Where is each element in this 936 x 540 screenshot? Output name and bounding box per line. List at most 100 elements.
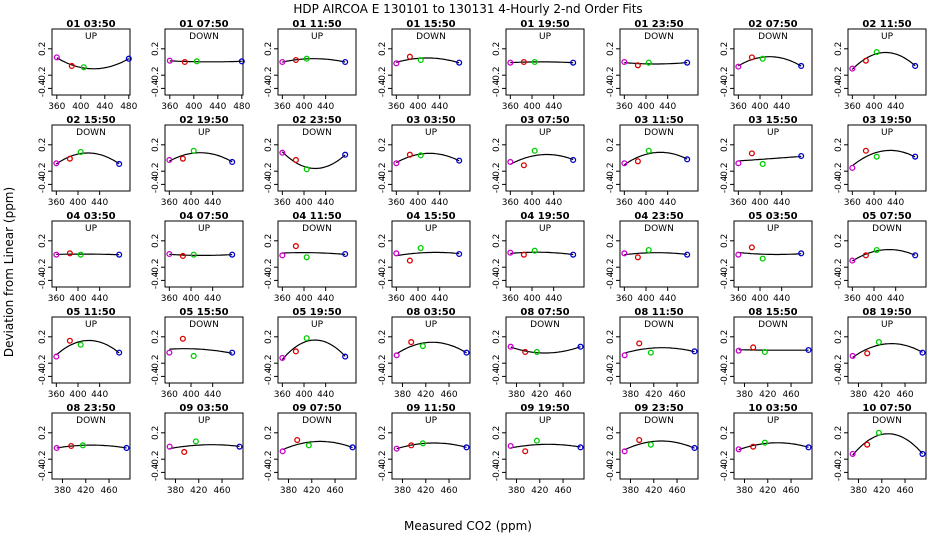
direction-label: UP xyxy=(198,128,211,138)
data-point xyxy=(393,60,400,67)
fit-curve xyxy=(738,349,809,351)
y-tick-label: -0.4 xyxy=(720,79,730,97)
data-point xyxy=(531,247,538,254)
data-point xyxy=(849,450,856,457)
data-point xyxy=(750,443,757,450)
x-tick-label: 400 xyxy=(182,294,199,304)
data-point xyxy=(748,150,755,157)
direction-label: UP xyxy=(85,320,98,330)
data-point xyxy=(393,250,400,257)
x-tick-label: 360 xyxy=(502,102,519,112)
data-point xyxy=(862,147,869,154)
x-tick-label: 400 xyxy=(751,102,768,112)
panel: 08 11:50 DOWN 0.2 -0.2-0.4 380 420 460 xyxy=(606,307,699,400)
data-point xyxy=(417,56,424,64)
y-axis-label: Deviation from Linear (ppm) xyxy=(2,187,16,357)
data-point xyxy=(577,343,584,350)
y-tick-label: -0.4 xyxy=(720,463,730,481)
y-tick-label: 0.2 xyxy=(264,330,274,344)
data-point xyxy=(864,441,871,448)
x-tick-label: 360 xyxy=(730,198,747,208)
y-tick-label: -0.2 xyxy=(492,162,502,180)
y-tick-label: -0.2 xyxy=(492,258,502,276)
x-tick-label: 400 xyxy=(751,198,768,208)
y-tick-label: -0.2 xyxy=(378,162,388,180)
y-tick-label: -0.4 xyxy=(378,175,388,193)
x-tick-label: 380 xyxy=(736,390,753,400)
data-point xyxy=(303,254,310,261)
x-tick-label: 440 xyxy=(91,390,108,400)
x-tick-label: 440 xyxy=(887,294,904,304)
fit-curve xyxy=(624,252,688,256)
data-point xyxy=(761,439,768,446)
y-tick-label: 0.2 xyxy=(492,42,502,56)
data-point xyxy=(116,160,123,167)
panel-title: 08 03:50 xyxy=(406,307,455,318)
x-tick-label: 460 xyxy=(896,390,913,400)
data-point xyxy=(533,348,540,356)
data-point xyxy=(520,251,527,258)
y-tick-label: 0.2 xyxy=(606,234,616,248)
x-tick-label: 400 xyxy=(409,294,426,304)
x-tick-label: 440 xyxy=(773,198,790,208)
x-tick-label: 400 xyxy=(409,102,426,112)
y-tick-label: -0.4 xyxy=(264,367,274,385)
data-point xyxy=(229,158,236,166)
direction-label: UP xyxy=(767,224,780,234)
data-point xyxy=(875,339,882,346)
panel-frame xyxy=(51,412,131,480)
y-tick-label: -0.2 xyxy=(38,66,48,84)
panel-frame xyxy=(505,124,585,192)
fit-curve xyxy=(396,251,460,257)
panel-frame xyxy=(619,316,699,384)
data-point xyxy=(634,62,641,69)
x-tick-label: 360 xyxy=(388,294,405,304)
direction-label: DOWN xyxy=(189,320,219,330)
y-tick-label: -0.4 xyxy=(834,79,844,97)
data-point xyxy=(166,349,173,356)
data-point xyxy=(77,149,84,156)
data-point xyxy=(735,347,742,354)
panel-frame xyxy=(277,220,357,288)
x-tick-label: 440 xyxy=(91,198,108,208)
y-tick-label: 0.2 xyxy=(151,138,161,152)
panel-frame xyxy=(164,220,244,288)
y-tick-label: -0.4 xyxy=(264,79,274,97)
x-tick-label: 420 xyxy=(759,390,776,400)
direction-label: DOWN xyxy=(302,128,332,138)
y-tick-label: -0.2 xyxy=(492,450,502,468)
x-tick-label: 400 xyxy=(72,102,89,112)
fit-curve xyxy=(738,56,802,67)
data-point xyxy=(759,255,766,262)
x-tick-label: 380 xyxy=(280,486,297,496)
x-tick-label: 420 xyxy=(303,486,320,496)
data-point xyxy=(750,344,757,351)
direction-label: UP xyxy=(198,224,211,234)
panel-frame xyxy=(505,412,585,480)
figure-title: HDP AIRCOA E 130101 to 130131 4-Hourly 2… xyxy=(293,2,642,16)
data-point xyxy=(862,252,869,259)
data-point xyxy=(393,160,400,167)
panel-title: 04 15:50 xyxy=(406,211,455,222)
fit-curve xyxy=(624,440,695,451)
y-tick-label: -0.2 xyxy=(38,258,48,276)
y-tick-label: -0.4 xyxy=(378,79,388,97)
panel-frame xyxy=(505,28,585,96)
y-tick-label: 0.2 xyxy=(264,426,274,440)
fit-curve xyxy=(510,153,574,165)
panel-title: 04 07:50 xyxy=(179,211,228,222)
data-point xyxy=(190,147,197,154)
x-tick-label: 380 xyxy=(394,390,411,400)
panel-title: 05 15:50 xyxy=(179,307,228,318)
y-tick-label: 0.2 xyxy=(606,42,616,56)
y-tick-label: 0.2 xyxy=(834,330,844,344)
direction-label: UP xyxy=(425,224,438,234)
y-tick-label: -0.4 xyxy=(151,367,161,385)
data-point xyxy=(66,250,73,257)
